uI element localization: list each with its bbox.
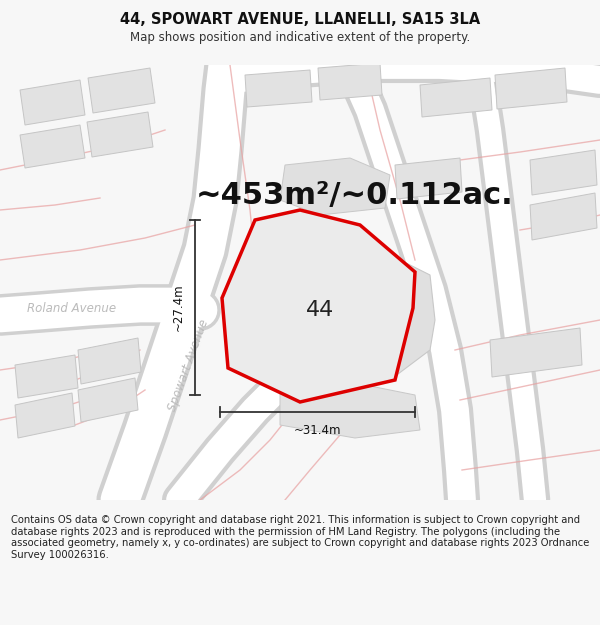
Polygon shape xyxy=(530,193,597,240)
Polygon shape xyxy=(222,210,415,402)
Text: Spowart Avenue: Spowart Avenue xyxy=(166,318,211,412)
Polygon shape xyxy=(20,125,85,168)
Polygon shape xyxy=(280,158,390,215)
Text: Contains OS data © Crown copyright and database right 2021. This information is : Contains OS data © Crown copyright and d… xyxy=(11,515,589,560)
Polygon shape xyxy=(20,80,85,125)
Polygon shape xyxy=(78,378,138,422)
Text: Roland Avenue: Roland Avenue xyxy=(28,301,116,314)
Polygon shape xyxy=(87,112,153,157)
Polygon shape xyxy=(15,355,78,398)
Polygon shape xyxy=(245,70,312,107)
Polygon shape xyxy=(490,328,582,377)
Polygon shape xyxy=(420,78,492,117)
Polygon shape xyxy=(78,338,141,384)
Polygon shape xyxy=(318,63,382,100)
Polygon shape xyxy=(265,245,435,385)
Text: ~31.4m: ~31.4m xyxy=(294,424,341,437)
Text: 44, SPOWART AVENUE, LLANELLI, SA15 3LA: 44, SPOWART AVENUE, LLANELLI, SA15 3LA xyxy=(120,12,480,27)
Text: 44: 44 xyxy=(306,300,334,320)
Text: ~453m²/~0.112ac.: ~453m²/~0.112ac. xyxy=(196,181,514,209)
Polygon shape xyxy=(15,393,75,438)
Polygon shape xyxy=(530,150,597,195)
Polygon shape xyxy=(88,68,155,113)
Polygon shape xyxy=(395,158,462,199)
Polygon shape xyxy=(280,382,420,438)
Text: ~27.4m: ~27.4m xyxy=(172,284,185,331)
Polygon shape xyxy=(495,68,567,109)
Text: Map shows position and indicative extent of the property.: Map shows position and indicative extent… xyxy=(130,31,470,44)
